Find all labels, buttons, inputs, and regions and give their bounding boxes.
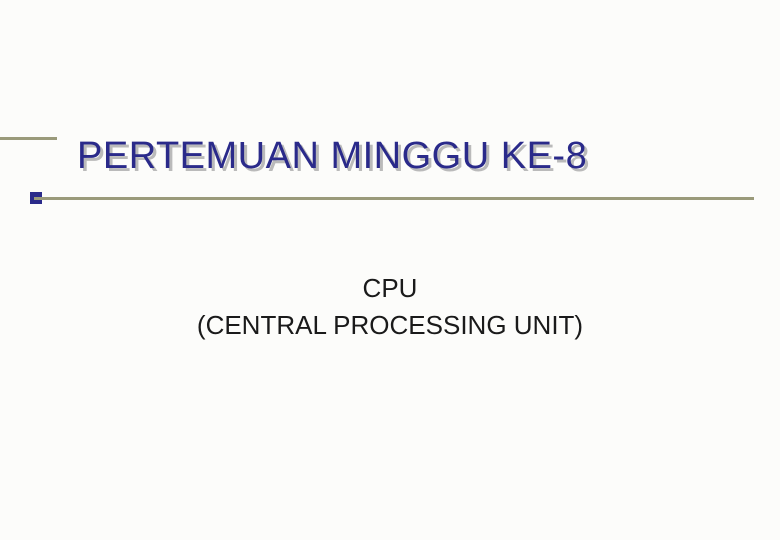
slide-container: PERTEMUAN MINGGU KE-8 PERTEMUAN MINGGU K… [0,0,780,540]
subtitle-line-2: (CENTRAL PROCESSING UNIT) [0,310,780,341]
slide-title: PERTEMUAN MINGGU KE-8 [77,135,587,178]
content-area: CPU (CENTRAL PROCESSING UNIT) [0,273,780,341]
divider-short [0,137,57,140]
subtitle-line-1: CPU [0,273,780,304]
divider-long [34,197,754,200]
